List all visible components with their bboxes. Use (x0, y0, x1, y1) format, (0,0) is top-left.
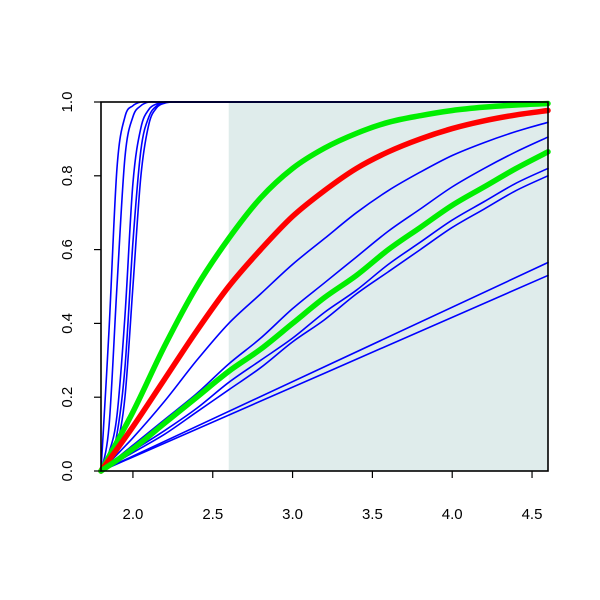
x-tick-label: 2.0 (122, 506, 143, 523)
y-tick-label: 0.2 (59, 387, 76, 408)
x-tick-label: 4.5 (522, 506, 543, 523)
shaded-region (228, 102, 548, 471)
y-tick-label: 0.0 (59, 461, 76, 482)
y-tick-label: 0.4 (59, 313, 76, 334)
x-tick-label: 3.0 (282, 506, 303, 523)
x-tick-label: 3.5 (362, 506, 383, 523)
plot-frame (100, 101, 549, 472)
y-tick-label: 0.8 (59, 165, 76, 186)
plot-border (100, 101, 549, 472)
x-tick-label: 2.5 (202, 506, 223, 523)
series-line-10 (98, 149, 551, 474)
y-axis: 0.0 0.2 0.4 0.6 0.8 1.0 (59, 92, 101, 482)
series-line-7 (98, 107, 551, 474)
series-line-11 (100, 167, 549, 472)
series-line-12 (100, 175, 549, 472)
series-line-6 (98, 100, 551, 474)
series-line-8 (100, 121, 549, 472)
x-axis: 2.0 2.5 3.0 3.5 4.0 4.5 (122, 471, 542, 523)
series-lines (98, 100, 551, 474)
series-line-14 (100, 274, 549, 472)
shaded-area (228, 102, 548, 471)
y-tick-label: 0.6 (59, 239, 76, 260)
series-line-9 (100, 136, 549, 472)
x-tick-label: 4.0 (442, 506, 463, 523)
series-line-13 (100, 261, 549, 472)
y-tick-label: 1.0 (59, 92, 76, 113)
